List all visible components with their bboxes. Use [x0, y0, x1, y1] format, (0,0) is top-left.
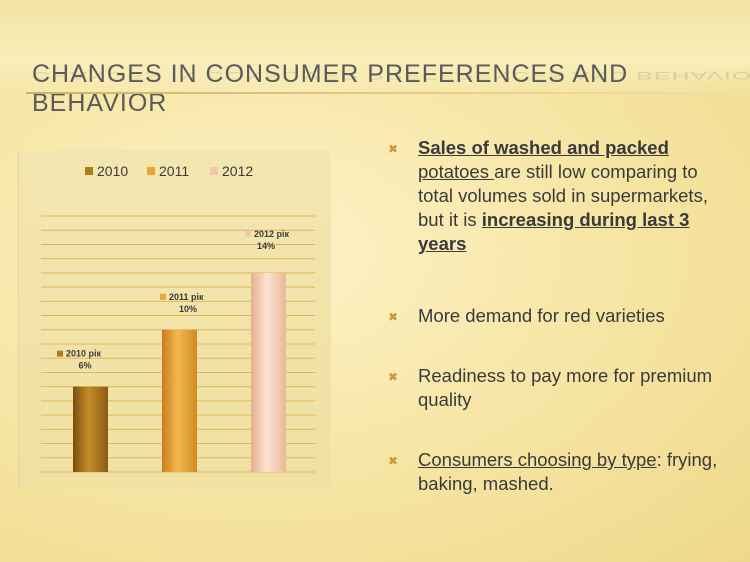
bullet-text: are still low comparing to total volumes… — [418, 161, 708, 230]
title-underline — [26, 92, 750, 94]
legend-swatch — [210, 167, 218, 175]
bullet-cross-icon: ✖ — [388, 142, 399, 156]
bullet-text: More demand for red varieties — [418, 305, 665, 326]
chart-area: 2010 2011 2012 2010 рік 6% 2011 рік 10% 2012 рі… — [18, 150, 331, 488]
bullet-item: ✖ Consumers choosing by type: frying, ba… — [388, 448, 728, 496]
bullet-cross-icon: ✖ — [388, 370, 399, 384]
bullet-text: : — [656, 449, 662, 470]
bullet-text: frying, baking, mashed. — [418, 449, 718, 494]
legend-swatch — [85, 167, 93, 175]
data-label-value: 14% — [257, 241, 275, 251]
data-label-swatch — [57, 350, 63, 357]
data-label-value: 10% — [179, 304, 197, 314]
data-label-name: 2011 рік — [169, 292, 204, 302]
bullet-item: ✖ More demand for red varieties — [388, 304, 728, 328]
bullet-text: Sales of — [418, 137, 495, 158]
bullet-list: ✖ Sales of washed and packed potatoes ar… — [388, 136, 728, 496]
data-label-swatch — [245, 230, 251, 237]
bar — [73, 386, 108, 472]
data-label-name: 2010 рік — [66, 349, 102, 359]
legend-label: 2012 — [222, 163, 253, 179]
slide-title: CHANGES IN CONSUMER PREFERENCES AND BEHA… — [32, 60, 629, 117]
slide-title-reflection: CHANGES IN CONSUMER PREFERENCES AND BEHA… — [32, 69, 750, 82]
bullet-item: ✖ Readiness to pay more for premium qual… — [388, 364, 728, 412]
bullet-text: Readiness to pay more for premium qualit… — [418, 365, 713, 410]
title-band — [0, 0, 750, 100]
bullet-text: potatoes — [418, 161, 495, 182]
bullet-text: Consumers choosing by type — [418, 449, 657, 470]
data-label-swatch — [160, 293, 166, 300]
bullet-cross-icon: ✖ — [388, 310, 399, 324]
data-label-value: 6% — [78, 361, 91, 371]
data-label-name: 2012 рік — [254, 229, 290, 239]
bullet-cross-icon: ✖ — [388, 454, 399, 468]
bullet-text: increasing during last 3 years — [418, 209, 690, 254]
legend-label: 2011 — [159, 163, 189, 179]
bar — [251, 272, 286, 472]
legend-label: 2010 — [97, 163, 128, 179]
bar — [162, 329, 197, 472]
legend-swatch — [147, 167, 155, 175]
bullet-text: washed and packed — [494, 137, 669, 158]
bar-chart: 2010 2011 2012 2010 рік 6% 2011 рік 10% 2012 рі… — [41, 163, 315, 473]
bullet-item: ✖ Sales of washed and packed potatoes ar… — [388, 136, 728, 256]
